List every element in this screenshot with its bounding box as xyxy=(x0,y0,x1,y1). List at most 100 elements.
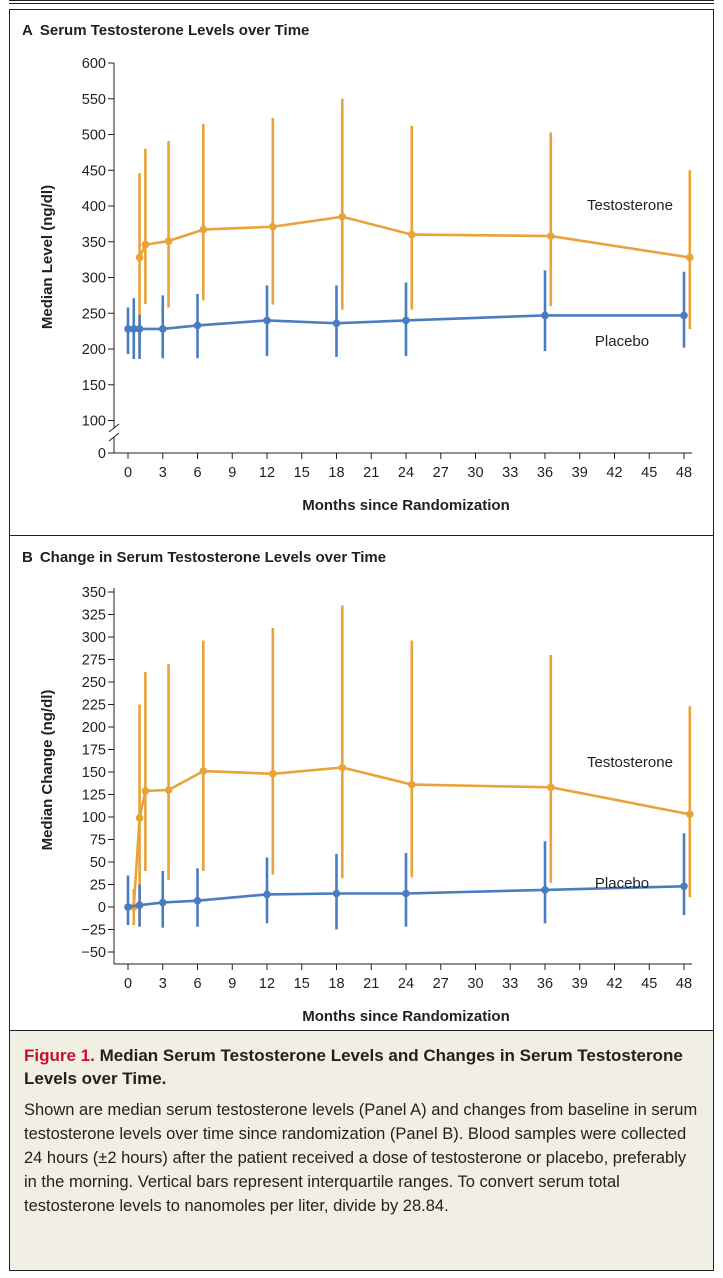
caption-divider xyxy=(10,1030,713,1031)
panel-a-testosterone-point xyxy=(338,212,347,221)
figure-caption-body: Shown are median serum testosterone leve… xyxy=(24,1101,698,1215)
panel-a-testosterone-point xyxy=(546,232,555,240)
panel-a-testosterone-point xyxy=(141,240,150,249)
panel-b-placebo-point xyxy=(263,890,271,899)
panel-a-testosterone-point xyxy=(268,222,277,231)
panel-b-x-tick-label: 39 xyxy=(572,976,588,992)
panel-b-x-tick-label: 0 xyxy=(124,976,132,992)
panel-a-placebo-point xyxy=(135,325,144,333)
panel-a-series-label-testosterone: Testosterone xyxy=(587,197,673,214)
panel-a-x-tick-label: 0 xyxy=(124,465,132,481)
panel-a-x-axis-label: Months since Randomization xyxy=(302,497,510,514)
panel-b-placebo-point xyxy=(332,889,341,898)
panel-a-placebo-point xyxy=(193,321,202,330)
panel-b-x-tick-label: 12 xyxy=(259,976,275,992)
panel-b-placebo-point xyxy=(541,886,549,894)
panel-b-testosterone-point xyxy=(135,814,144,822)
panel-b-y-tick-label: 125 xyxy=(82,788,106,804)
panel-a-letter: A xyxy=(22,22,33,39)
panel-a-x-tick-label: 30 xyxy=(467,465,483,481)
panel-a-testosterone-point xyxy=(135,253,144,262)
panel-a-x-tick-label: 45 xyxy=(641,465,657,481)
panel-b-y-tick-label: 100 xyxy=(82,810,106,826)
figure-frame xyxy=(9,9,714,1271)
panel-b-x-axis-label: Months since Randomization xyxy=(302,1008,510,1025)
panel-a-testosterone-point xyxy=(164,237,173,245)
panel-a-testosterone-point xyxy=(407,230,416,239)
panel-b-y-tick-label: −25 xyxy=(81,923,106,939)
panel-a-x-tick-label: 27 xyxy=(433,465,449,481)
panel-b-y-tick-label: 225 xyxy=(82,698,106,714)
panel-a-y-tick-label: 250 xyxy=(82,306,106,322)
panel-b-y-axis-label: Median Change (ng/dl) xyxy=(39,690,56,851)
panel-a-x-tick-label: 3 xyxy=(159,465,167,481)
panel-b-y-tick-label: 300 xyxy=(82,630,106,646)
panel-b-letter: B xyxy=(22,549,33,566)
panel-a-x-tick-label: 9 xyxy=(228,465,236,481)
panel-b-y-tick-label: 50 xyxy=(90,855,106,871)
panel-b-series-label-testosterone: Testosterone xyxy=(587,754,673,771)
panel-a-y-tick-label: 400 xyxy=(82,199,106,215)
panel-b-x-tick-label: 6 xyxy=(193,976,201,992)
figure-title-text: Median Serum Testosterone Levels and Cha… xyxy=(24,1046,683,1088)
panel-b-y-tick-label: −50 xyxy=(81,945,106,961)
panel-a-placebo-point xyxy=(332,319,341,328)
panel-a-testosterone-line xyxy=(138,215,690,259)
panel-b-x-tick-label: 27 xyxy=(433,976,449,992)
panel-a-y-tick-label: 200 xyxy=(82,342,106,358)
panel-a-y-tick-label: 100 xyxy=(82,414,106,430)
panel-b-y-tick-label: 25 xyxy=(90,878,106,894)
panel-b-testosterone-point xyxy=(407,780,416,789)
panel-b-testosterone-point xyxy=(141,787,150,795)
panel-a-y-tick-label: 550 xyxy=(82,92,106,108)
panel-a-y-tick-label: 600 xyxy=(82,56,106,72)
top-rule xyxy=(9,0,714,4)
panel-b-placebo-point xyxy=(402,889,410,898)
panel-b-x-tick-label: 42 xyxy=(606,976,622,992)
panel-a-y-tick-label: 350 xyxy=(82,235,106,251)
panel-b-y-tick-label: 325 xyxy=(82,608,106,624)
panel-a-testosterone-point xyxy=(199,225,208,234)
panel-a-x-tick-label: 6 xyxy=(193,465,201,481)
panel-b-testosterone-point xyxy=(338,763,347,772)
panel-a-series-label-placebo: Placebo xyxy=(595,333,649,350)
panel-b-x-tick-label: 30 xyxy=(467,976,483,992)
panel-b-y-tick-label: 75 xyxy=(90,833,106,849)
panel-a-y-tick-label: 500 xyxy=(82,128,106,144)
panel-a-series-placebo xyxy=(124,270,688,360)
panel-b-testosterone-point xyxy=(164,786,173,794)
panel-b-testosterone-point xyxy=(199,767,208,775)
figure-label: Figure 1. xyxy=(24,1046,95,1065)
panel-b-y-tick-label: 350 xyxy=(82,585,106,601)
panel-a-x-tick-label: 21 xyxy=(363,465,379,481)
panel-b-title-text: Change in Serum Testosterone Levels over… xyxy=(39,549,387,566)
panel-a-x-tick-label: 15 xyxy=(294,465,310,481)
panel-b-x-tick-label: 36 xyxy=(537,976,553,992)
panel-b-testosterone-point xyxy=(546,783,555,792)
panel-a-y-axis-label: Median Level (ng/dl) xyxy=(39,185,56,329)
panel-a-placebo-point xyxy=(402,316,410,325)
panel-a-y-tick-label: 300 xyxy=(82,271,106,287)
panel-b-x-tick-label: 18 xyxy=(328,976,344,992)
panel-a-title: A Serum Testosterone Levels over Time xyxy=(22,22,309,39)
caption-box xyxy=(10,1031,713,1270)
panel-a-placebo-point xyxy=(158,325,167,333)
panel-a-x-tick-label: 24 xyxy=(398,465,414,481)
panel-a-x-tick-label: 18 xyxy=(328,465,344,481)
panel-b-x-tick-label: 33 xyxy=(502,976,518,992)
panel-b-series-label-placebo: Placebo xyxy=(595,875,649,892)
panel-b-y-tick-label: 175 xyxy=(82,743,106,759)
panel-a-title-text: Serum Testosterone Levels over Time xyxy=(39,22,310,39)
panel-a-x-tick-label: 33 xyxy=(502,465,518,481)
panel-a-placebo-point xyxy=(541,311,549,320)
panel-b-title: B Change in Serum Testosterone Levels ove… xyxy=(22,549,386,566)
panel-a-placebo-point xyxy=(124,325,132,333)
panel-a-y-tick-label: 0 xyxy=(98,446,106,462)
panel-b-placebo-point xyxy=(680,882,688,891)
panel-a-testosterone-point xyxy=(685,253,694,262)
figure-caption-title: Figure 1. Median Serum Testosterone Leve… xyxy=(24,1044,696,1090)
panel-a-x-tick-label: 48 xyxy=(676,465,692,481)
panel-b-x-tick-label: 21 xyxy=(363,976,379,992)
panel-a-placebo-point xyxy=(263,316,271,325)
